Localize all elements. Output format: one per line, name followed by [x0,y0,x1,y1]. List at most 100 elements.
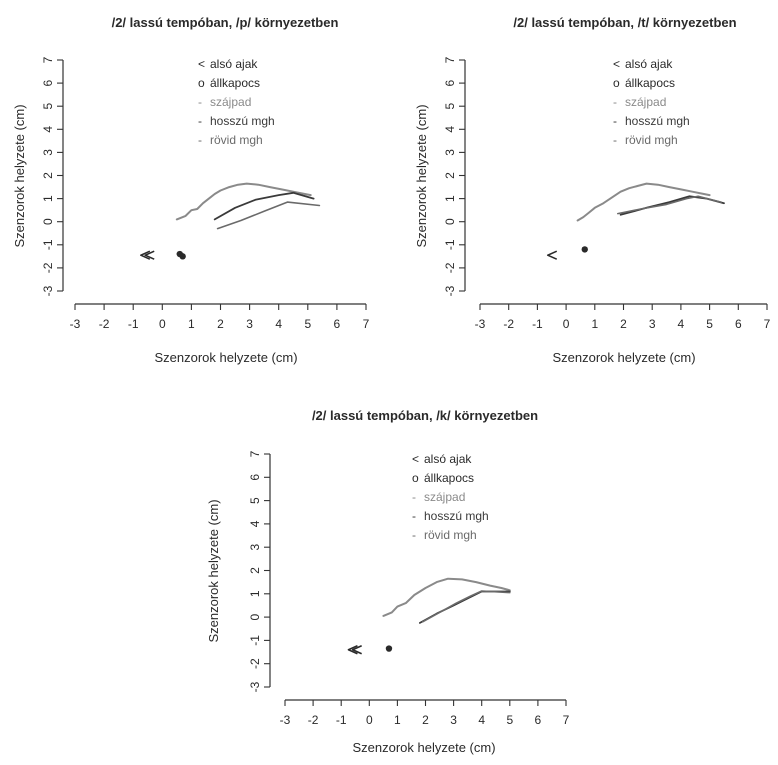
y-tick-label: 7 [248,450,262,457]
y-tick-label: 6 [443,79,457,86]
x-tick-label: -2 [503,317,514,331]
legend-marker: - [198,133,202,147]
x-tick-label: 7 [764,317,771,331]
y-tick-label: -1 [443,239,457,250]
y-tick-label: 1 [443,195,457,202]
y-tick-label: 2 [248,567,262,574]
legend-marker: - [198,95,202,109]
lower-lip-point [546,250,558,260]
y-tick-label: 3 [443,149,457,156]
x-axis-label: Szenzorok helyzete (cm) [552,350,695,365]
series-line-palate [382,577,511,617]
y-tick-label: 5 [248,497,262,504]
y-tick-label: 4 [248,520,262,527]
y-tick-label: 0 [248,613,262,620]
x-tick-label: 0 [563,317,570,331]
legend-label: alsó ajak [424,452,472,466]
legend-label: alsó ajak [210,57,258,71]
y-tick-label: 6 [248,474,262,481]
x-tick-label: 0 [366,713,373,727]
chart-title: /2/ lassú tempóban, /t/ környezetben [513,15,736,30]
jaw-point [179,253,186,260]
legend-label: rövid mgh [210,133,263,147]
series-line-palate [175,182,312,221]
legend-marker: - [412,490,416,504]
x-tick-label: 6 [535,713,542,727]
x-tick-label: 6 [735,317,742,331]
legend-marker: < [412,452,419,466]
chart-title: /2/ lassú tempóban, /p/ környezetben [112,15,339,30]
y-tick-label: -1 [41,239,55,250]
series-line-short_vowel [617,195,722,215]
legend-marker: o [198,76,205,90]
legend-marker: o [412,471,419,485]
y-axis-label: Szenzorok helyzete (cm) [206,499,221,642]
lower-lip-point [347,644,358,655]
y-tick-label: 6 [41,79,55,86]
x-tick-label: 2 [620,317,627,331]
x-tick-label: 3 [649,317,656,331]
legend-label: hosszú mgh [210,114,275,128]
x-tick-label: 5 [304,317,311,331]
series-line-palate [576,182,711,222]
series-line-short_vowel [216,201,321,230]
y-tick-label: 1 [41,195,55,202]
x-tick-label: 5 [706,317,713,331]
series-line-long_vowel [213,191,315,221]
y-axis-label: Szenzorok helyzete (cm) [12,104,27,247]
jaw-point [581,246,588,253]
y-tick-label: -3 [248,681,262,692]
x-tick-label: 7 [563,713,570,727]
chart-title: /2/ lassú tempóban, /k/ környezetben [312,408,538,423]
x-tick-label: 4 [275,317,282,331]
legend-marker: < [613,57,620,71]
lower-lip-point [144,250,155,260]
x-tick-label: 1 [188,317,195,331]
y-tick-label: -3 [443,285,457,296]
legend-label: szájpad [424,490,465,504]
legend-marker: - [412,509,416,523]
jaw-point [385,645,393,652]
y-tick-label: 4 [41,126,55,133]
legend-label: hosszú mgh [424,509,489,523]
x-tick-label: -2 [308,713,319,727]
chart-panel-1: /2/ lassú tempóban, /p/ környezetben-3 -2… [12,15,370,365]
y-tick-label: 3 [41,149,55,156]
series-line-short_vowel [421,590,511,623]
y-tick-label: 7 [41,56,55,63]
x-tick-label: -1 [532,317,543,331]
x-tick-label: -1 [128,317,139,331]
y-tick-label: 2 [443,172,457,179]
lower-lip-point [140,250,151,260]
y-tick-label: 7 [443,56,457,63]
legend-marker: - [198,114,202,128]
legend-marker: < [198,57,205,71]
legend-label: rövid mgh [424,528,477,542]
legend-marker: - [613,95,617,109]
y-tick-label: 2 [41,172,55,179]
x-tick-label: 0 [159,317,166,331]
x-tick-label: -2 [99,317,110,331]
series-line-long_vowel [419,590,511,624]
legend-label: alsó ajak [625,57,673,71]
chart-panel-3: /2/ lassú tempóban, /k/ környezetben-3 -2… [206,408,570,755]
legend-label: hosszú mgh [625,114,690,128]
legend-label: állkapocs [210,76,260,90]
y-tick-label: 0 [443,218,457,225]
x-tick-label: 2 [217,317,224,331]
y-axis-label: Szenzorok helyzete (cm) [414,104,429,247]
legend-label: szájpad [625,95,666,109]
x-tick-label: 4 [478,713,485,727]
y-tick-label: -3 [41,285,55,296]
y-tick-label: -1 [248,635,262,646]
x-tick-label: 1 [591,317,598,331]
x-tick-label: 7 [363,317,370,331]
x-tick-label: -1 [336,713,347,727]
legend-label: állkapocs [424,471,474,485]
y-tick-label: 3 [248,544,262,551]
x-tick-label: -3 [70,317,81,331]
x-tick-label: -3 [475,317,486,331]
x-tick-label: 5 [506,713,513,727]
